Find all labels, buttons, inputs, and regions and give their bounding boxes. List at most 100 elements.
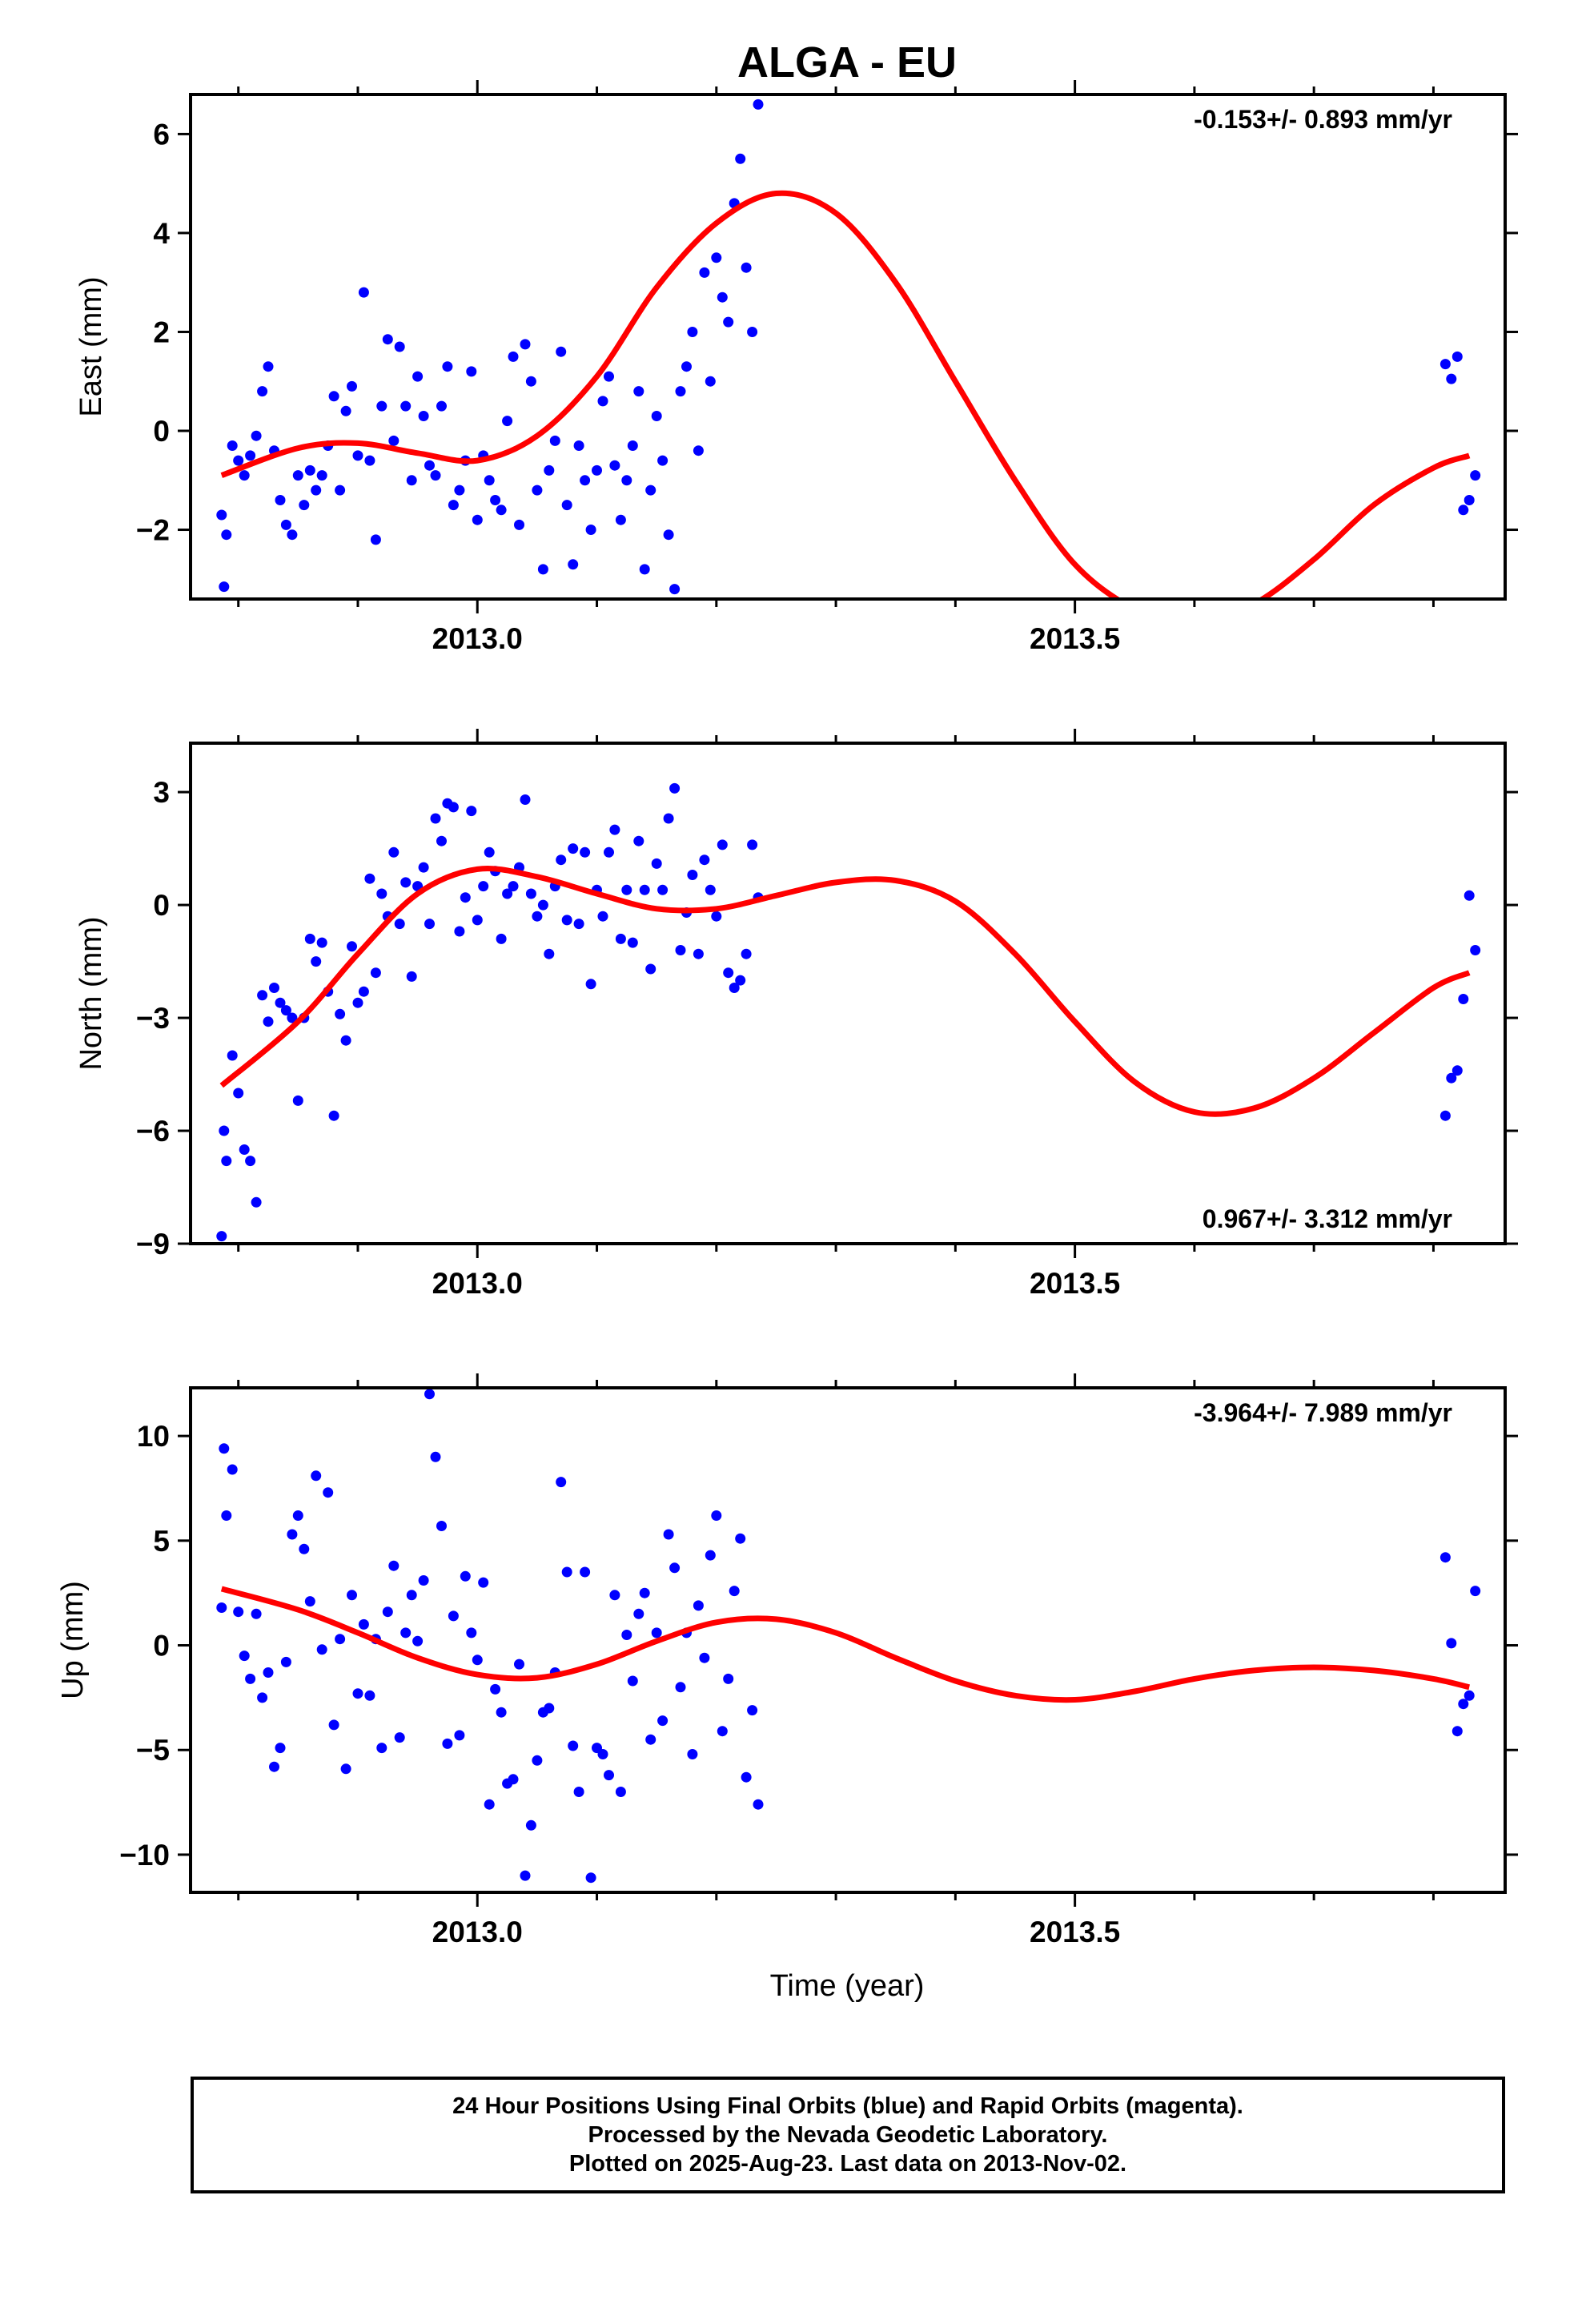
north-data-point [651, 858, 662, 869]
east-data-point [347, 380, 357, 392]
up-data-point [669, 1562, 681, 1574]
up-data-point [1458, 1699, 1469, 1710]
east-data-point [382, 334, 393, 345]
up-data-point [508, 1774, 519, 1785]
up-data-point [221, 1510, 232, 1521]
up-data-point [340, 1763, 351, 1775]
north-data-point [406, 971, 417, 982]
north-data-point [747, 839, 758, 850]
up-y-tick-label: −10 [119, 1839, 170, 1872]
east-y-tick-label: 0 [153, 415, 170, 448]
up-data-point [580, 1566, 591, 1578]
east-data-point [340, 405, 351, 416]
east-data-point [316, 470, 327, 481]
up-marks [216, 1389, 1481, 1884]
east-data-point [741, 262, 752, 273]
east-data-point [549, 435, 560, 446]
footer-line-processor: Processed by the Nevada Geodetic Laborat… [588, 2122, 1108, 2148]
north-data-point [645, 963, 656, 975]
east-data-point [597, 396, 608, 407]
east-x-tick-label: 2013.5 [1030, 622, 1120, 655]
north-data-point [340, 1035, 351, 1046]
north-data-point [216, 1231, 227, 1242]
up-data-point [460, 1570, 471, 1582]
up-data-point [335, 1634, 346, 1645]
up-data-point [280, 1656, 291, 1667]
east-data-point [573, 440, 584, 451]
north-data-point [484, 846, 495, 858]
north-data-point [311, 956, 322, 967]
east-data-point [219, 581, 230, 593]
up-data-point [675, 1682, 686, 1693]
north-data-point [269, 983, 279, 993]
north-data-point [430, 813, 441, 824]
east-data-point [1446, 373, 1457, 384]
up-data-point [269, 1761, 279, 1772]
north-data-point [741, 948, 752, 959]
east-y-tick-label: 4 [153, 217, 170, 250]
east-data-point [645, 485, 656, 496]
east-data-point [669, 584, 681, 595]
north-data-point [358, 986, 369, 997]
north-data-point [556, 854, 567, 866]
east-rate-annotation: -0.153+/- 0.893 mm/yr [1194, 105, 1452, 134]
up-data-point [328, 1719, 339, 1731]
up-fit-curve [220, 1586, 1471, 1703]
east-data-point [364, 455, 375, 466]
north-data-point [1452, 1065, 1463, 1076]
east-data-point [430, 470, 441, 481]
north-data-point [347, 941, 357, 952]
footer-line-dates: Plotted on 2025-Aug-23. Last data on 201… [568, 2151, 1127, 2177]
north-rate-annotation: 0.967+/- 3.312 mm/yr [1203, 1204, 1452, 1233]
east-data-point [693, 445, 704, 456]
up-data-point [729, 1586, 740, 1597]
up-data-point [263, 1667, 274, 1678]
north-data-point [604, 846, 614, 858]
north-data-point [639, 884, 650, 895]
north-data-point [705, 884, 716, 895]
east-data-point [448, 500, 459, 511]
north-data-point [633, 835, 644, 846]
up-data-point [705, 1550, 716, 1561]
north-data-point [328, 1110, 339, 1121]
north-data-point [219, 1125, 230, 1136]
north-data-point [580, 846, 591, 858]
east-data-point [257, 386, 268, 397]
north-data-point [693, 948, 704, 959]
north-data-point [251, 1196, 262, 1208]
east-plot-frame [189, 93, 1507, 601]
north-data-point [1458, 994, 1469, 1004]
east-data-point [352, 450, 363, 461]
up-data-point [478, 1577, 489, 1588]
north-data-point [621, 884, 632, 895]
east-data-point [304, 464, 315, 476]
east-data-point [376, 400, 387, 412]
east-data-point [1452, 351, 1463, 362]
north-data-point [585, 979, 596, 990]
east-data-point [520, 339, 531, 350]
north-data-point [370, 967, 381, 979]
east-data-point [717, 292, 728, 303]
east-data-point [394, 341, 405, 352]
east-data-point [370, 534, 381, 545]
up-data-point [1446, 1638, 1457, 1649]
up-data-point [1470, 1586, 1481, 1597]
north-y-tick-label: −6 [136, 1115, 170, 1148]
up-data-point [693, 1600, 704, 1611]
east-data-point [615, 514, 626, 525]
north-data-point [573, 919, 584, 930]
east-y-tick-label: 2 [153, 316, 170, 348]
up-data-point [687, 1749, 698, 1759]
north-data-point [239, 1144, 250, 1155]
up-data-point [364, 1690, 375, 1701]
east-data-point [687, 327, 698, 337]
north-data-point [1470, 945, 1481, 955]
north-data-point [717, 839, 728, 850]
north-data-point [424, 919, 435, 930]
up-data-point [544, 1703, 555, 1714]
north-data-point [221, 1156, 232, 1167]
up-data-point [466, 1627, 477, 1638]
up-data-point [251, 1608, 262, 1619]
up-data-point [358, 1618, 369, 1630]
